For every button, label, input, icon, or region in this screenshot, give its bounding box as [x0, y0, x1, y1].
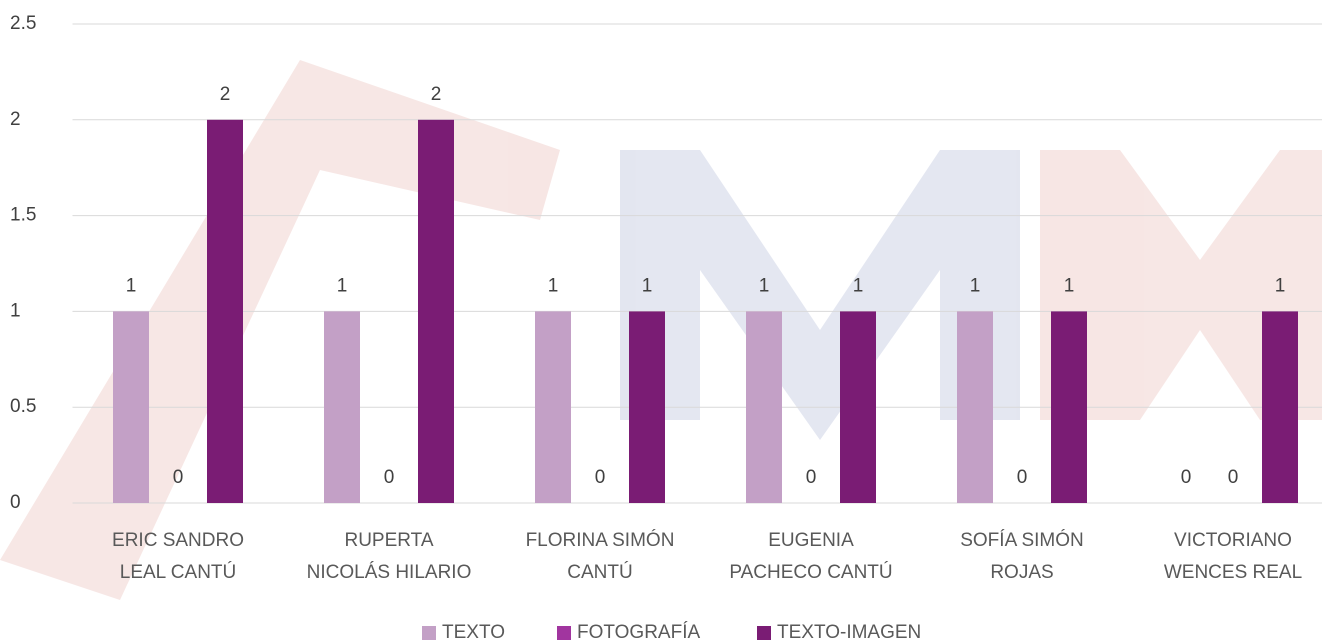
x-tick-label: EUGENIA: [768, 530, 854, 551]
legend-label: FOTOGRAFÍA: [577, 622, 700, 643]
bar: [840, 311, 876, 503]
y-tick-label: 1.5: [10, 205, 36, 226]
y-tick-label: 2: [10, 109, 21, 130]
watermark-shape: [620, 150, 1020, 440]
data-label: 0: [595, 467, 606, 488]
bar: [957, 311, 993, 503]
x-tick-label: VICTORIANO: [1174, 530, 1292, 551]
x-tick-label: LEAL CANTÚ: [120, 561, 237, 583]
data-label: 0: [1017, 467, 1028, 488]
bar: [629, 311, 665, 503]
y-tick-label: 1: [10, 300, 21, 321]
legend-swatch: [557, 626, 571, 640]
watermark-shape: [1040, 150, 1322, 420]
y-tick-label: 2.5: [10, 13, 36, 34]
legend-label: TEXTO: [442, 622, 505, 643]
legend-swatch: [422, 626, 436, 640]
data-label: 0: [806, 467, 817, 488]
data-label: 2: [431, 84, 442, 105]
y-tick-label: 0: [10, 492, 21, 513]
bar: [1051, 311, 1087, 503]
x-tick-label: ROJAS: [990, 562, 1053, 583]
bar: [746, 311, 782, 503]
y-tick-label: 0.5: [10, 396, 36, 417]
x-tick-label: CANTÚ: [567, 561, 632, 583]
data-label: 1: [1064, 275, 1075, 296]
data-label: 0: [1181, 467, 1192, 488]
data-label: 1: [759, 275, 770, 296]
x-tick-label: ERIC SANDRO: [112, 530, 244, 551]
data-label: 1: [1275, 275, 1286, 296]
data-label: 1: [548, 275, 559, 296]
data-label: 1: [970, 275, 981, 296]
data-label: 0: [173, 467, 184, 488]
bar: [207, 119, 243, 504]
bar: [535, 311, 571, 503]
x-tick-label: NICOLÁS HILARIO: [307, 562, 472, 583]
data-label: 0: [384, 467, 395, 488]
legend-swatch: [757, 626, 771, 640]
data-label: 2: [220, 84, 231, 105]
x-tick-label: SOFÍA SIMÓN: [960, 529, 1084, 551]
bar: [418, 119, 454, 504]
x-tick-label: RUPERTA: [344, 530, 433, 551]
data-label: 1: [642, 275, 653, 296]
bar: [113, 311, 149, 503]
watermark-shape: [0, 60, 560, 600]
bar: [1262, 311, 1298, 503]
data-label: 1: [126, 275, 137, 296]
legend-label: TEXTO-IMAGEN: [777, 622, 921, 643]
data-label: 0: [1228, 467, 1239, 488]
x-tick-label: WENCES REAL: [1164, 562, 1302, 583]
data-label: 1: [337, 275, 348, 296]
data-label: 1: [853, 275, 864, 296]
x-tick-label: PACHECO CANTÚ: [729, 561, 892, 583]
bar: [324, 311, 360, 503]
x-tick-label: FLORINA SIMÓN: [526, 529, 675, 551]
